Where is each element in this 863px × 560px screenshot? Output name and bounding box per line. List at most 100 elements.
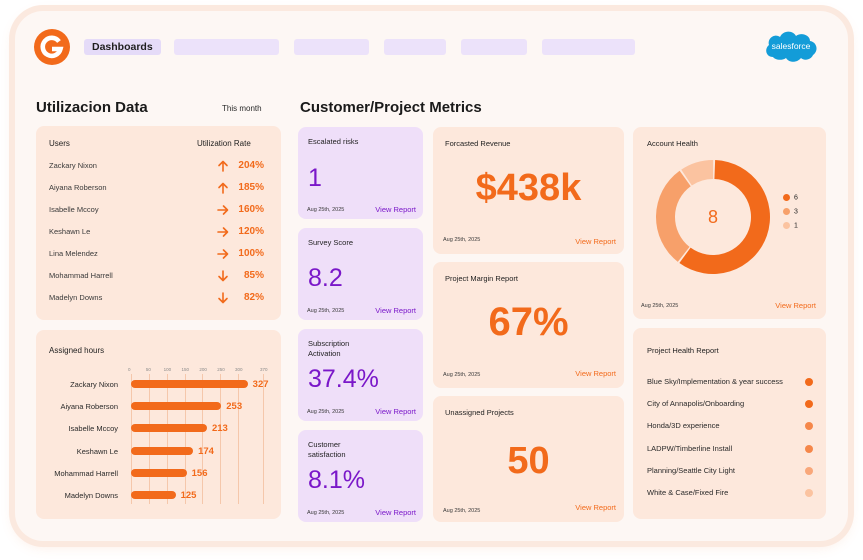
axis-tick-label: 100 (163, 367, 172, 372)
status-dot-icon (805, 422, 813, 431)
project-health-row[interactable]: White & Case/Fixed Fire (647, 487, 813, 499)
project-health-row[interactable]: Blue Sky/Implementation & year success (647, 376, 813, 388)
kpi-value: 8.2 (308, 264, 343, 292)
assigned-hours-title: Assigned hours (49, 346, 105, 355)
tab-placeholder-3[interactable] (384, 39, 446, 55)
bar-value-label: 125 (180, 490, 197, 501)
account-health-date: Aug 25th, 2025 (641, 303, 679, 309)
utilization-row[interactable]: Mohammad Harrell 85% (36, 269, 281, 283)
hours-bar[interactable] (131, 446, 194, 455)
project-margin-value: 67% (488, 300, 569, 344)
axis-tick-label: 50 (145, 367, 151, 372)
unassigned-projects-view-report[interactable]: View Report (575, 503, 616, 512)
donut-legend-item: 6 (783, 194, 798, 201)
axis-tick-label: 0 (128, 367, 131, 372)
trend-down-arrow-icon (218, 292, 228, 304)
utilization-row[interactable]: Lina Melendez 100% (36, 247, 281, 261)
legend-dot-icon (783, 194, 790, 201)
gridline (184, 374, 186, 504)
utilization-row[interactable]: Aiyana Roberson 185% (36, 181, 281, 195)
kpi-view-report-link[interactable]: View Report (375, 205, 416, 214)
utilization-rate-value: 85% (243, 270, 264, 281)
period-label[interactable]: This month (222, 104, 262, 113)
tab-placeholder-5[interactable] (542, 39, 635, 55)
g-logo-icon[interactable] (34, 29, 70, 65)
forecasted-revenue-view-report[interactable]: View Report (575, 237, 616, 246)
project-margin-card: Project Margin Report 67% Aug 25th, 2025… (433, 262, 624, 388)
axis-tick-label: 300 (235, 367, 243, 372)
kpi-date: Aug 25th, 2025 (307, 308, 345, 314)
bar-value-label: 174 (198, 445, 214, 457)
bar-value-label: 253 (226, 401, 243, 413)
trend-up-arrow-icon (218, 160, 228, 172)
project-health-row[interactable]: Honda/3D experience (647, 420, 813, 432)
axis-tick-label: 370 (260, 367, 268, 372)
utilization-rate-header: Utilization Rate (197, 139, 251, 148)
kpi-date: Aug 25th, 2025 (307, 207, 345, 213)
status-dot-icon (805, 444, 813, 453)
users-column-header: Users (49, 139, 70, 148)
project-health-row[interactable]: LADPW/Timberline Install (647, 443, 813, 455)
bar-value-label: 156 (191, 467, 208, 479)
salesforce-logo: salesforce (766, 31, 817, 62)
utilization-rate-value: 100% (238, 248, 264, 259)
kpi-date: Aug 25th, 2025 (307, 510, 345, 516)
tab-dashboards[interactable]: Dashboards (84, 39, 161, 55)
trend-up-arrow-icon (218, 182, 228, 194)
tab-placeholder-4[interactable] (461, 39, 527, 55)
project-health-row[interactable]: Planning/Seattle City Light (647, 465, 813, 477)
utilization-row[interactable]: Madelyn Downs 82% (36, 291, 281, 305)
project-margin-date: Aug 25th, 2025 (443, 372, 481, 378)
gridline (166, 374, 168, 504)
gridline (263, 374, 264, 504)
project-name: Planning/Seattle City Light (647, 465, 735, 475)
utilization-row[interactable]: Zackary Nixon 204% (36, 159, 281, 173)
donut-slice[interactable] (656, 170, 691, 262)
project-name: Honda/3D experience (647, 421, 720, 431)
hours-bar[interactable] (131, 402, 222, 411)
bar-value-label: 213 (211, 423, 228, 435)
donut-slice[interactable] (679, 160, 770, 274)
utilization-title: Utilizacion Data (36, 99, 148, 116)
bar-value-label: 327 (252, 379, 269, 390)
kpi-card: Subscription Activation 37.4% Aug 25th, 20… (298, 329, 423, 421)
tab-placeholder-2[interactable] (294, 39, 369, 55)
unassigned-projects-value: 50 (507, 440, 550, 482)
bar-category-label: Madelyn Downs (64, 491, 118, 500)
account-health-card: Account Health 8 6 3 1 Aug 25th, 2025 View… (633, 127, 826, 319)
trend-right-arrow-icon (217, 227, 229, 237)
hours-bar[interactable] (131, 468, 187, 477)
account-health-center-value: 8 (707, 206, 718, 227)
gridline (238, 374, 240, 504)
account-health-donut[interactable] (653, 157, 773, 277)
project-margin-view-report[interactable]: View Report (575, 369, 616, 378)
status-dot-icon (805, 489, 813, 497)
donut-slice[interactable] (681, 160, 714, 186)
project-name: City of Annapolis/Onboarding (647, 399, 745, 409)
bar-category-label: Keshawn Le (76, 446, 118, 456)
project-health-title: Project Health Report (647, 346, 719, 355)
kpi-title: Survey Score (308, 238, 354, 247)
project-health-row[interactable]: City of Annapolis/Onboarding (647, 398, 813, 410)
account-health-view-report[interactable]: View Report (775, 301, 816, 310)
kpi-title: Customer satisfaction (308, 440, 346, 459)
kpi-view-report-link[interactable]: View Report (375, 508, 416, 517)
utilization-rate-value: 185% (238, 182, 264, 193)
kpi-value: 37.4% (308, 365, 379, 393)
legend-dot-icon (783, 208, 790, 215)
bar-category-label: Zackary Nixon (70, 380, 118, 389)
utilization-row[interactable]: Keshawn Le 120% (36, 225, 281, 239)
hours-bar[interactable] (131, 491, 176, 499)
forecasted-revenue-date: Aug 25th, 2025 (443, 237, 481, 243)
kpi-view-report-link[interactable]: View Report (375, 306, 416, 315)
trend-right-arrow-icon (217, 205, 229, 215)
axis-tick-label: 250 (217, 367, 225, 372)
utilization-row[interactable]: Isabelle Mccoy 160% (36, 203, 281, 217)
legend-label: 6 (794, 194, 798, 202)
hours-bar[interactable] (131, 380, 248, 388)
user-name: Aiyana Roberson (49, 183, 107, 192)
kpi-view-report-link[interactable]: View Report (375, 407, 416, 416)
user-name: Mohammad Harrell (49, 271, 113, 280)
hours-bar[interactable] (131, 424, 207, 433)
tab-placeholder-1[interactable] (174, 39, 279, 55)
